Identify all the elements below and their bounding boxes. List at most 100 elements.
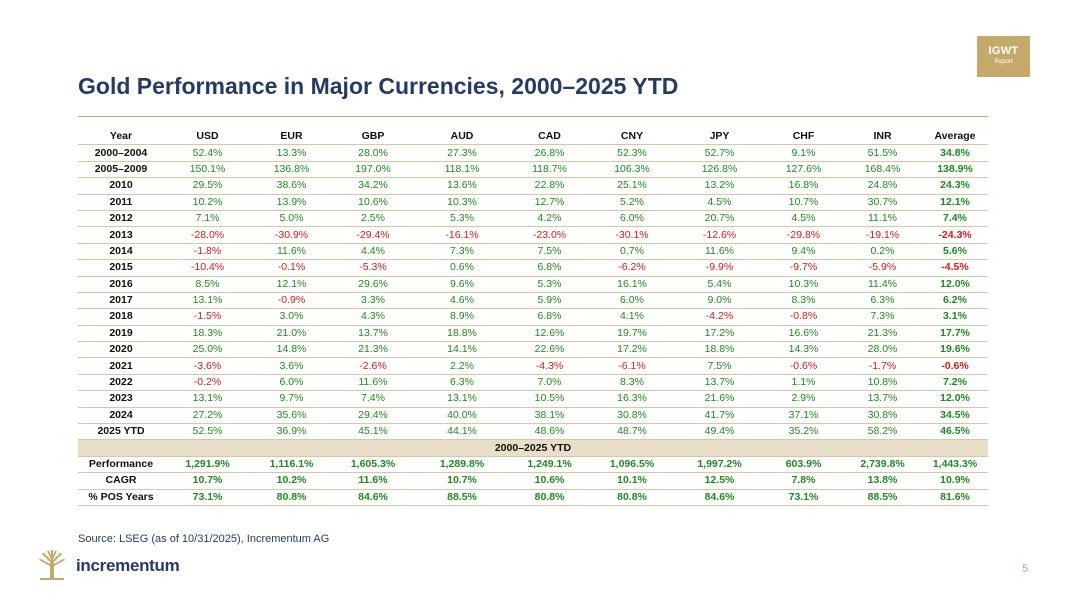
value-cell: 7.0%	[510, 374, 589, 392]
value-cell: 80.8%	[510, 489, 589, 506]
value-cell: 40.0%	[414, 407, 510, 425]
value-cell: 84.6%	[675, 489, 764, 506]
table-row: 2021 -3.6% 3.6% -2.6% 2.2% -4.3% -6.1% 7.5% -0.6…	[78, 357, 988, 375]
table-row: 2019 18.3% 21.0% 13.7% 18.8% 12.6% 19.7% 17.2% 1…	[78, 325, 988, 343]
value-cell: -9.9%	[675, 259, 764, 277]
value-cell: 18.8%	[414, 325, 510, 343]
column-header: CHF	[764, 129, 843, 146]
value-cell: 4.1%	[589, 308, 675, 326]
row-label: 2013	[78, 226, 164, 244]
table-header: Year USD EUR GBP AUD CAD CNY JPY CHF INR Average	[78, 129, 988, 146]
page-number: 5	[1022, 563, 1029, 575]
column-header: AUD	[414, 129, 510, 146]
value-cell: 30.8%	[843, 407, 922, 425]
value-cell: 36.9%	[251, 423, 332, 441]
row-label: 2023	[78, 390, 164, 408]
table-row: 2013 -28.0% -30.9% -29.4% -16.1% -23.0% -30.1%…	[78, 226, 988, 244]
value-cell: 6.0%	[251, 374, 332, 392]
table-row: 2012 7.1% 5.0% 2.5% 5.3% 4.2% 6.0% 20.7% 4.5% 11.…	[78, 210, 988, 228]
value-cell: 14.8%	[251, 341, 332, 359]
column-header: Year	[78, 129, 164, 146]
value-cell: -29.8%	[764, 226, 843, 244]
average-cell: 7.4%	[922, 210, 988, 228]
average-cell: 34.5%	[922, 407, 988, 425]
value-cell: 5.4%	[675, 276, 764, 293]
value-cell: 25.0%	[164, 341, 251, 359]
value-cell: -12.6%	[675, 226, 764, 244]
average-cell: 19.6%	[922, 341, 988, 359]
value-cell: 52.5%	[164, 423, 251, 441]
value-cell: 11.4%	[843, 276, 922, 293]
value-cell: -0.1%	[251, 259, 332, 277]
table-row: 2025 YTD 52.5% 36.9% 45.1% 44.1% 48.6% 48.7% 49…	[78, 423, 988, 441]
column-header: GBP	[332, 129, 414, 146]
value-cell: 84.6%	[332, 489, 414, 506]
page-title: Gold Performance in Major Currencies, 20…	[78, 73, 679, 99]
average-cell: 12.0%	[922, 276, 988, 293]
table-row: 2023 13.1% 9.7% 7.4% 13.1% 10.5% 16.3% 21.6% 2.9…	[78, 390, 988, 408]
table-row: 2016 8.5% 12.1% 29.6% 9.6% 5.3% 16.1% 5.4% 10.3%…	[78, 276, 988, 293]
value-cell: 127.6%	[764, 161, 843, 179]
table-row: 2010 29.5% 38.6% 34.2% 13.6% 22.8% 25.1% 13.2% 1…	[78, 177, 988, 195]
row-label: 2011	[78, 194, 164, 211]
badge-subtitle: Report	[994, 59, 1013, 65]
value-cell: 6.3%	[843, 292, 922, 310]
value-cell: 3.3%	[332, 292, 414, 310]
value-cell: 48.6%	[510, 423, 589, 441]
value-cell: 13.9%	[251, 194, 332, 211]
value-cell: 4.6%	[414, 292, 510, 310]
column-header: USD	[164, 129, 251, 146]
value-cell: 1,997.2%	[675, 456, 764, 474]
value-cell: 41.7%	[675, 407, 764, 425]
table-body: 2000–2004 52.4% 13.3% 28.0% 27.3% 26.8% 52.3% 5…	[78, 144, 988, 506]
value-cell: 11.6%	[251, 243, 332, 261]
value-cell: 1,096.5%	[589, 456, 675, 474]
value-cell: 27.2%	[164, 407, 251, 425]
value-cell: 4.2%	[510, 210, 589, 228]
value-cell: 5.9%	[510, 292, 589, 310]
value-cell: 73.1%	[164, 489, 251, 506]
value-cell: 13.6%	[414, 177, 510, 195]
value-cell: 3.6%	[251, 357, 332, 375]
table-row: 2018 -1.5% 3.0% 4.3% 8.9% 6.8% 4.1% -4.2% -0.8% 7…	[78, 308, 988, 326]
value-cell: -29.4%	[332, 226, 414, 244]
value-cell: -10.4%	[164, 259, 251, 277]
average-cell: 138.9%	[922, 161, 988, 179]
value-cell: 118.7%	[510, 161, 589, 179]
value-cell: 10.6%	[510, 472, 589, 490]
average-cell: 12.1%	[922, 194, 988, 211]
average-cell: 6.2%	[922, 292, 988, 310]
value-cell: 12.5%	[675, 472, 764, 490]
value-cell: 6.8%	[510, 259, 589, 277]
value-cell: 80.8%	[589, 489, 675, 506]
average-cell: 17.7%	[922, 325, 988, 343]
value-cell: 10.7%	[764, 194, 843, 211]
row-label: 2018	[78, 308, 164, 326]
value-cell: 13.1%	[164, 390, 251, 408]
value-cell: 13.7%	[332, 325, 414, 343]
value-cell: 1,291.9%	[164, 456, 251, 474]
column-header: JPY	[675, 129, 764, 146]
value-cell: 22.8%	[510, 177, 589, 195]
value-cell: 11.1%	[843, 210, 922, 228]
value-cell: 16.1%	[589, 276, 675, 293]
value-cell: -5.9%	[843, 259, 922, 277]
value-cell: 7.5%	[675, 357, 764, 375]
value-cell: 4.4%	[332, 243, 414, 261]
value-cell: 45.1%	[332, 423, 414, 441]
header-row: Year USD EUR GBP AUD CAD CNY JPY CHF INR Average	[78, 129, 988, 146]
row-label: 2020	[78, 341, 164, 359]
value-cell: -0.2%	[164, 374, 251, 392]
value-cell: 27.3%	[414, 144, 510, 162]
value-cell: 44.1%	[414, 423, 510, 441]
value-cell: 9.0%	[675, 292, 764, 310]
source-note: Source: LSEG (as of 10/31/2025), Increme…	[78, 533, 330, 545]
value-cell: 13.7%	[843, 390, 922, 408]
value-cell: 12.6%	[510, 325, 589, 343]
value-cell: 26.8%	[510, 144, 589, 162]
value-cell: 18.3%	[164, 325, 251, 343]
value-cell: 8.3%	[589, 374, 675, 392]
value-cell: 6.0%	[589, 210, 675, 228]
value-cell: 21.3%	[843, 325, 922, 343]
average-cell: -4.5%	[922, 259, 988, 277]
